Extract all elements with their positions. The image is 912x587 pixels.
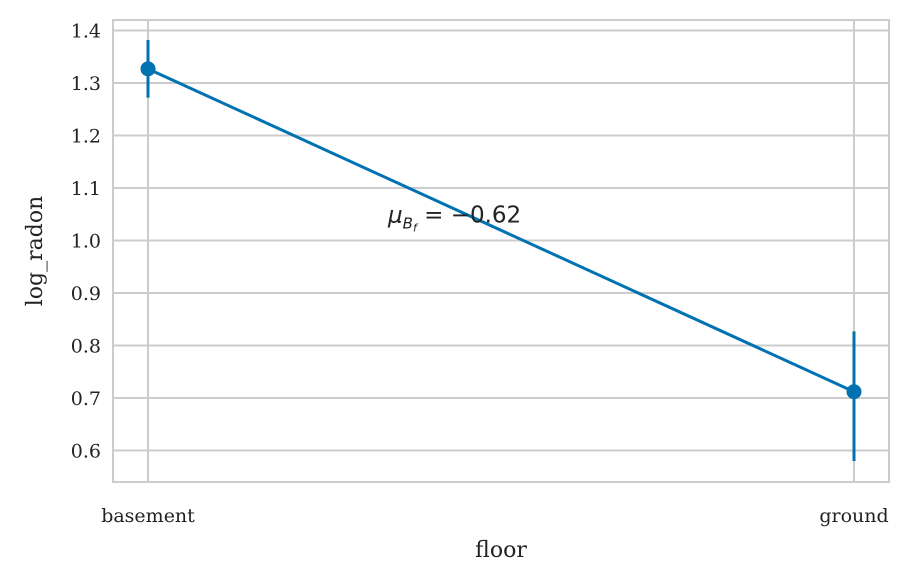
y-tick-label: 0.7: [71, 388, 101, 410]
y-tick-labels: 0.6 0.7 0.8 0.9 1.0 1.1 1.2 1.3 1.4: [71, 21, 101, 463]
y-tick-label: 0.8: [71, 336, 101, 358]
data-point: [140, 61, 156, 77]
y-tick-label: 1.4: [71, 21, 101, 43]
data-point: [846, 384, 862, 400]
x-tick-label: basement: [101, 505, 195, 527]
y-tick-label: 1.1: [71, 178, 101, 200]
annotation: μBf = −0.62: [387, 202, 521, 234]
grid: [113, 20, 889, 482]
x-tick-labels: basement ground: [101, 505, 888, 527]
y-tick-label: 0.6: [71, 441, 101, 463]
series: [140, 39, 862, 461]
y-tick-label: 0.9: [71, 283, 101, 305]
x-axis-label: floor: [475, 538, 527, 563]
series-line: [147, 67, 855, 394]
plot-frame: [112, 19, 890, 483]
y-axis-label: log_radon: [23, 196, 48, 307]
x-tick-label: ground: [819, 505, 888, 527]
y-tick-label: 1.0: [71, 231, 101, 253]
y-tick-label: 1.2: [71, 126, 101, 148]
y-tick-label: 1.3: [71, 73, 101, 95]
